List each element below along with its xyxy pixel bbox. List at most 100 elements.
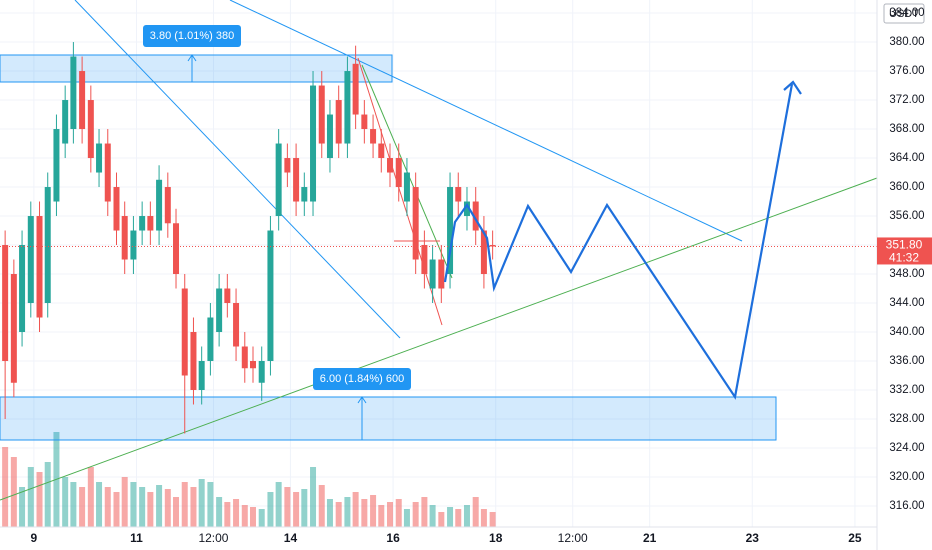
y-tick-label: 328.00 [889,413,924,425]
volume-bar [447,507,454,527]
y-tick-label: 364.00 [889,152,924,164]
volume-bar [79,487,86,527]
candle-body [164,187,171,224]
volume-bar [387,502,394,527]
projection-arrow [783,80,802,95]
candle-body [429,259,436,289]
y-tick-label: 340.00 [889,326,924,338]
volume-bar [121,477,128,527]
volume-bar [429,505,436,527]
volume-bar [258,509,265,527]
candle-body [318,85,325,144]
x-tick-label: 23 [746,531,760,545]
volume-bar [335,502,342,527]
trend-line [0,177,878,501]
volume-bar [480,509,487,527]
candle-body [387,158,394,173]
candle-body [293,158,300,202]
candle-body [233,303,240,347]
volume-bar [70,482,77,527]
volume-bar [412,502,419,527]
volume-bar [147,492,154,527]
y-tick-label: 348.00 [889,268,924,280]
volume-bar [10,457,17,527]
candle-body [352,63,359,115]
y-tick-label: 360.00 [889,181,924,193]
volume-bar [326,499,333,527]
candle-body [378,143,385,159]
volume-bar [164,489,171,527]
grid [0,0,877,527]
candle-body [113,187,120,231]
currency-box [883,3,925,24]
candle-body [447,187,454,275]
volume-bar [267,492,274,527]
volume-bar [198,479,205,527]
volume-bar [224,502,231,527]
y-tick-label: 356.00 [889,210,924,222]
volume-bar [139,487,146,527]
candle-body [249,360,256,369]
volume-bar [190,487,197,527]
candle-body [130,230,137,260]
candle-body [139,216,146,231]
candle-body [472,201,479,231]
candle-body [455,187,462,202]
volume-bar [27,467,34,527]
candle-body [335,100,342,144]
y-tick-label: 336.00 [889,355,924,367]
candle-body [147,216,154,231]
candle-body [198,360,205,390]
x-tick-label: 9 [31,531,38,545]
candles [0,42,877,434]
candle-body [284,158,291,173]
candle-body [10,274,17,383]
volume-bar [293,492,300,527]
y-tick-label: 376.00 [889,65,924,77]
y-tick-label: 320.00 [889,471,924,483]
volume-bar [36,472,43,527]
volume-bar [344,497,351,527]
candle-body [2,245,9,361]
y-tick-label: 316.00 [889,500,924,512]
y-tick-label: 332.00 [889,384,924,396]
volume-bar [233,499,240,527]
volume-bar [130,482,137,527]
candle-body [216,288,223,333]
volume-bar [113,492,120,527]
candle-body [96,143,103,173]
y-tick-label: 384.00 [889,7,924,19]
axes: 316.00 320.00 324.00 328.00 332.00 336.00 340.… [31,7,932,545]
candle-body [44,187,51,304]
volume-bar [181,482,188,527]
currency: USDT [889,8,919,20]
candle-body [79,71,86,130]
x-tick-label: 12:00 [198,531,228,545]
candle-body [370,129,377,144]
candle-body [181,288,188,376]
volume-bar [421,497,428,527]
volume-bar [104,487,111,527]
volume-bar [19,487,26,527]
volume-bar [455,509,462,527]
y-tick-label: 344.00 [889,297,924,309]
volume-bar [275,482,282,527]
x-tick-label: 14 [284,531,298,545]
candle-body [104,143,111,202]
volume-bar [207,482,214,527]
candle-body [156,179,163,231]
trend-line [357,57,443,326]
price-tag [877,237,932,265]
volume-bar [378,505,385,527]
y-tick-label: 380.00 [889,36,924,48]
volume-bar [489,512,496,527]
volume-bar [284,487,291,527]
trend-line [74,0,401,339]
volume-bar [249,507,256,527]
countdown: 41:32 [889,251,919,265]
candle-body [480,230,487,275]
candle-body [412,187,419,260]
volume-bar [156,485,163,527]
candle-body [36,216,43,318]
candle-body [326,114,333,159]
